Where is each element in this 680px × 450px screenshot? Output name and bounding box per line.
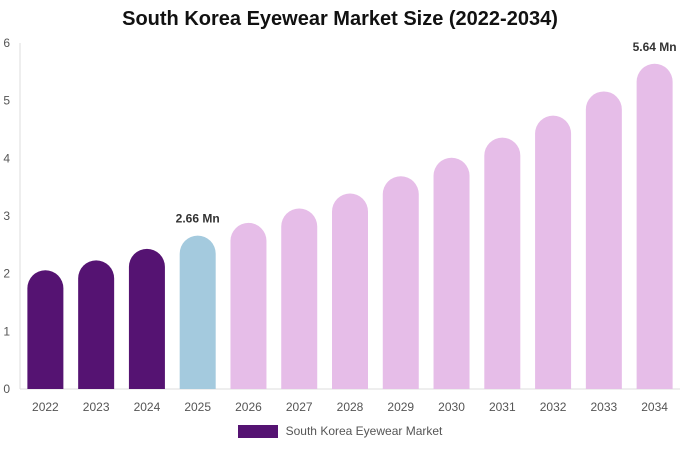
x-tick-label: 2029 — [387, 400, 414, 414]
bar-2032 — [535, 115, 572, 389]
x-tick-label: 2034 — [641, 400, 668, 414]
x-tick-label: 2028 — [337, 400, 364, 414]
x-tick-label: 2033 — [590, 400, 617, 414]
y-axis-ticks: 0 1 2 3 4 5 6 — [3, 36, 10, 396]
legend: South Korea Eyewear Market — [0, 424, 680, 438]
data-label-2025: 2.66 Mn — [176, 212, 220, 226]
x-tick-label: 2022 — [32, 400, 59, 414]
y-tick-label: 6 — [3, 36, 10, 50]
y-tick-label: 2 — [3, 267, 10, 281]
x-tick-label: 2023 — [83, 400, 110, 414]
y-tick-label: 1 — [3, 324, 10, 338]
data-label-2034: 5.64 Mn — [633, 40, 677, 54]
bar-2028 — [332, 193, 368, 389]
bar-series — [27, 63, 673, 390]
bar-2029 — [382, 176, 419, 389]
bar-2034 — [636, 63, 673, 389]
legend-swatch — [237, 424, 278, 438]
bar-2025 — [179, 235, 216, 389]
x-tick-label: 2026 — [235, 400, 262, 414]
y-tick-label: 4 — [3, 151, 10, 165]
y-tick-label: 5 — [3, 94, 10, 108]
x-axis-ticks: 2022 2023 2024 2025 2026 2027 2028 2029 2030 2031… — [32, 400, 668, 414]
bar-2024 — [128, 248, 165, 389]
x-tick-label: 2027 — [286, 400, 313, 414]
x-tick-label: 2030 — [438, 400, 465, 414]
bar-2022 — [27, 270, 64, 389]
data-labels: 2.66 Mn 5.64 Mn — [176, 40, 677, 226]
bar-2030 — [433, 157, 470, 389]
bar-2033 — [585, 91, 622, 390]
x-tick-label: 2025 — [184, 400, 211, 414]
x-tick-label: 2024 — [134, 400, 161, 414]
bar-2031 — [484, 137, 521, 389]
x-tick-label: 2031 — [489, 400, 516, 414]
y-tick-label: 3 — [3, 209, 10, 223]
bar-2027 — [281, 208, 318, 389]
chart-title: South Korea Eyewear Market Size (2022-20… — [122, 8, 558, 30]
legend-label: South Korea Eyewear Market — [285, 424, 443, 438]
bar-2026 — [230, 222, 267, 389]
y-tick-label: 0 — [3, 382, 10, 396]
bar-2023 — [78, 260, 115, 389]
x-tick-label: 2032 — [540, 400, 567, 414]
